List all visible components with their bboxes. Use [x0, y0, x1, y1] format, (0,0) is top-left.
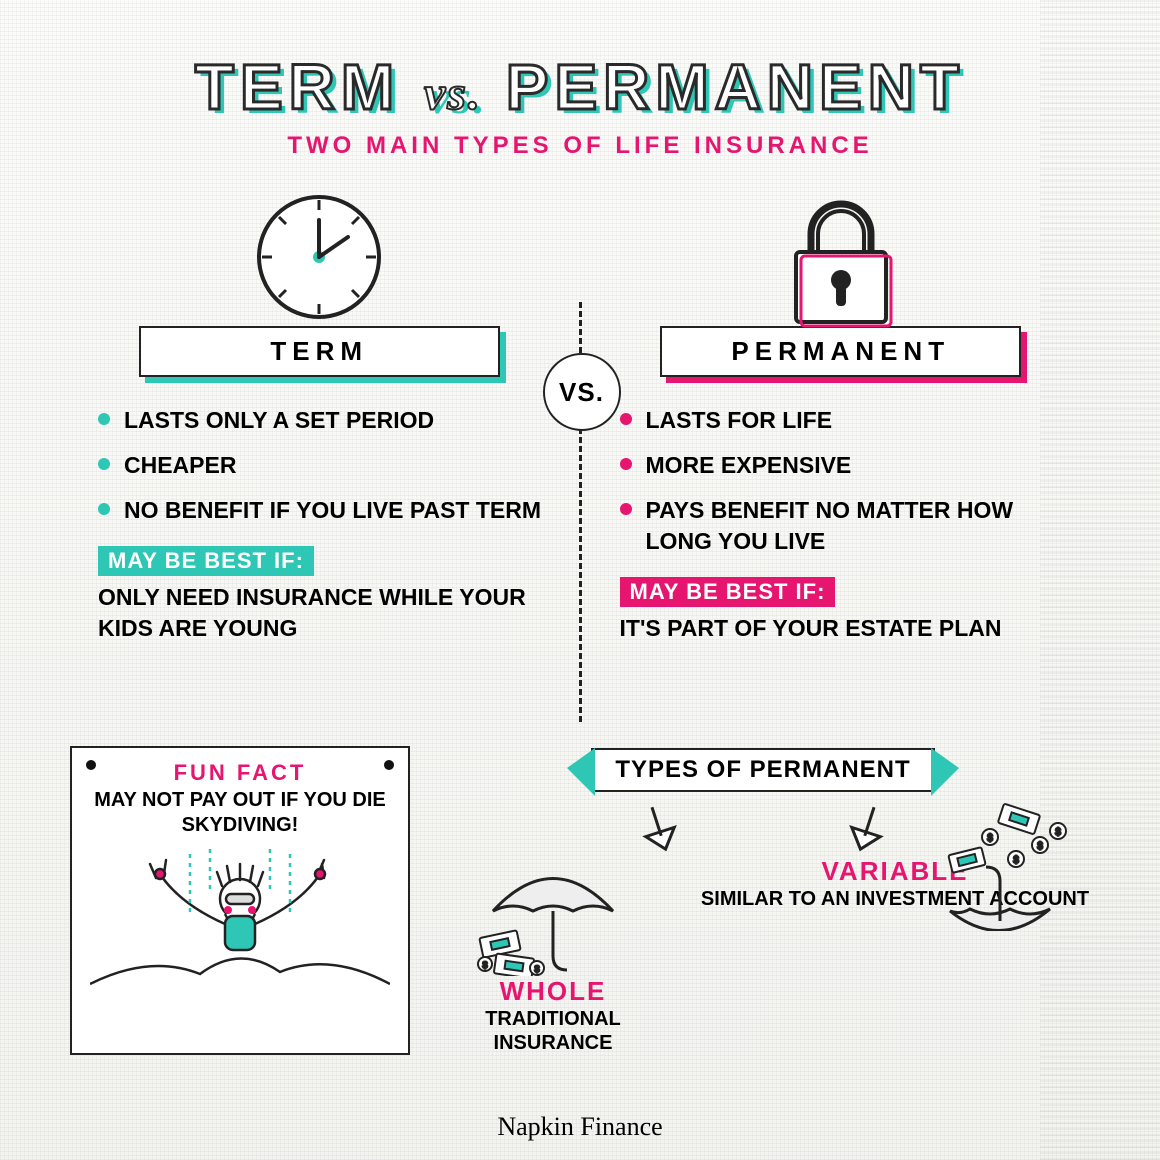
pin-icon: [384, 760, 394, 770]
whole-title: WHOLE: [500, 976, 607, 1007]
subtype-whole: $ $ WHOLE TRADITIONAL INSURANCE: [436, 856, 670, 1055]
svg-text:$: $: [1037, 841, 1043, 852]
subtype-variable: VARIABLE SIMILAR TO AN INVESTMENT ACCOUN…: [700, 856, 1090, 1055]
term-best-label: MAY BE BEST IF:: [98, 546, 314, 576]
permanent-label: PERMANENT: [660, 326, 1021, 377]
svg-text:$: $: [1013, 855, 1019, 866]
whole-desc: TRADITIONAL INSURANCE: [436, 1007, 670, 1055]
divider: VS.: [579, 302, 582, 722]
bottom-row: FUN FACT MAY NOT PAY OUT IF YOU DIE SKYD…: [70, 746, 1090, 1055]
arrow-down-icon: [637, 804, 683, 860]
subtypes: $ $ WHOLE TRADITIONAL INSURANCE VARIABLE…: [436, 856, 1090, 1055]
permanent-point: LASTS FOR LIFE: [620, 405, 1073, 436]
footer-brand: Napkin Finance: [0, 1112, 1160, 1142]
term-column: TERM LASTS ONLY A SET PERIOD CHEAPER NO …: [70, 182, 569, 722]
permanent-point: PAYS BENEFIT NO MATTER HOW LONG YOU LIVE: [620, 495, 1073, 557]
permanent-point: MORE EXPENSIVE: [620, 450, 1073, 481]
types-banner-label: TYPES OF PERMANENT: [591, 748, 934, 792]
title-permanent: PERMANENT: [506, 51, 965, 123]
padlock-icon: [610, 182, 1073, 332]
term-point: LASTS ONLY A SET PERIOD: [98, 405, 551, 436]
svg-text:$: $: [534, 964, 539, 974]
term-points: LASTS ONLY A SET PERIOD CHEAPER NO BENEF…: [98, 405, 551, 526]
title-term: TERM: [195, 51, 400, 123]
permanent-points: LASTS FOR LIFE MORE EXPENSIVE PAYS BENEF…: [620, 405, 1073, 557]
term-label: TERM: [139, 326, 500, 377]
pin-icon: [86, 760, 96, 770]
clock-icon: [88, 182, 551, 332]
permanent-best-text: IT'S PART OF YOUR ESTATE PLAN: [620, 613, 1073, 644]
permanent-column: PERMANENT LASTS FOR LIFE MORE EXPENSIVE …: [592, 182, 1091, 722]
term-best-text: ONLY NEED INSURANCE WHILE YOUR KIDS ARE …: [98, 582, 551, 644]
types-of-permanent: TYPES OF PERMANENT: [436, 746, 1090, 1055]
arrow-down-icon: [843, 804, 889, 860]
comparison-columns: TERM LASTS ONLY A SET PERIOD CHEAPER NO …: [70, 182, 1090, 722]
ribbon-left-icon: [567, 744, 595, 796]
main-title: TERM vs. PERMANENT: [70, 50, 1090, 124]
subtitle: TWO MAIN TYPES OF LIFE INSURANCE: [70, 132, 1090, 160]
term-point: NO BENEFIT IF YOU LIVE PAST TERM: [98, 495, 551, 526]
umbrella-money-icon: $ $: [473, 856, 633, 976]
types-banner: TYPES OF PERMANENT: [567, 746, 958, 794]
infographic: TERM vs. PERMANENT TWO MAIN TYPES OF LIF…: [0, 0, 1160, 1160]
term-point: CHEAPER: [98, 450, 551, 481]
skydiver-icon: [90, 844, 390, 994]
fun-fact-title: FUN FACT: [86, 760, 394, 786]
svg-text:$: $: [987, 833, 993, 844]
ribbon-right-icon: [931, 744, 959, 796]
fun-fact-card: FUN FACT MAY NOT PAY OUT IF YOU DIE SKYD…: [70, 746, 410, 1055]
svg-text:$: $: [1055, 827, 1061, 838]
fun-fact-text: MAY NOT PAY OUT IF YOU DIE SKYDIVING!: [86, 788, 394, 838]
svg-text:$: $: [482, 960, 487, 970]
title-vs: vs.: [424, 67, 482, 120]
umbrella-catch-money-icon: $ $ $ $: [890, 801, 1090, 931]
vs-badge: VS.: [543, 353, 621, 431]
permanent-best-label: MAY BE BEST IF:: [620, 577, 836, 607]
